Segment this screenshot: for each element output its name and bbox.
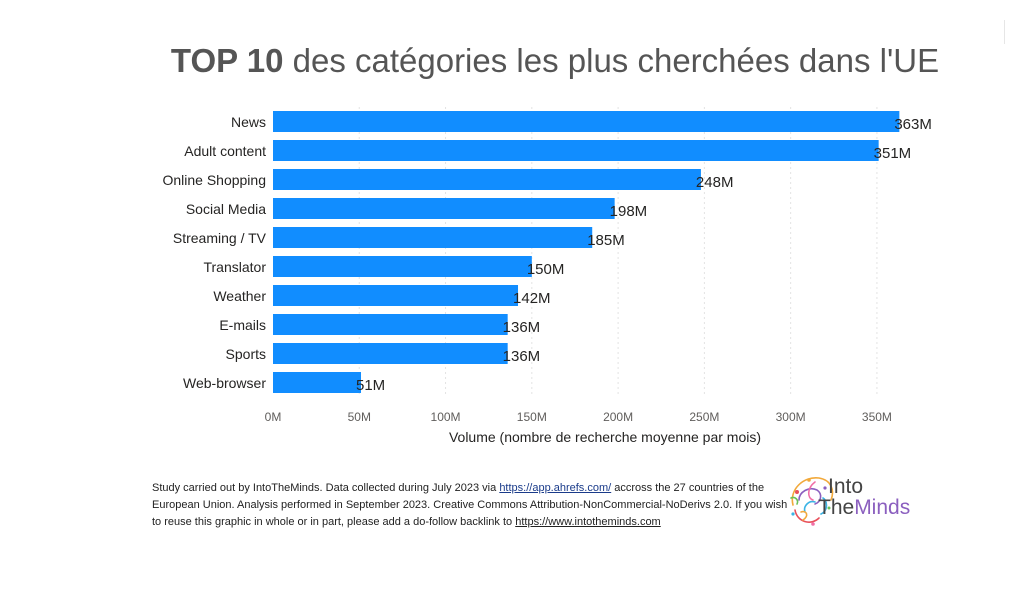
data-label-7: 136M — [503, 319, 541, 336]
data-label-3: 198M — [610, 203, 648, 220]
category-label-0: News — [231, 114, 266, 130]
category-label-7: E-mails — [219, 317, 266, 333]
category-label-3: Social Media — [186, 201, 266, 217]
bar-1 — [273, 140, 879, 161]
logo-line-2: TheMinds — [818, 497, 958, 518]
x-tick-label-7: 350M — [862, 410, 892, 424]
x-tick-label-5: 250M — [689, 410, 719, 424]
intotheminds-logo-icon — [790, 477, 834, 526]
x-axis-title: Volume (nombre de recherche moyenne par … — [449, 429, 761, 445]
category-label-6: Weather — [213, 288, 266, 304]
logo-wordmark: Into TheMinds — [818, 476, 958, 518]
ahrefs-link[interactable]: https://app.ahrefs.com/ — [499, 482, 612, 494]
category-label-4: Streaming / TV — [173, 230, 267, 246]
logo-line-1: Into — [828, 475, 864, 498]
x-tick-label-2: 100M — [431, 410, 461, 424]
data-label-1: 351M — [874, 145, 912, 162]
bar-4 — [273, 227, 593, 248]
data-label-2: 248M — [696, 174, 734, 191]
footer-text-1: Study carried out by IntoTheMinds. Data … — [152, 482, 500, 494]
edge-divider — [1004, 20, 1005, 44]
data-label-9: 51M — [356, 377, 385, 394]
footer-note: Study carried out by IntoTheMinds. Data … — [152, 480, 792, 531]
chart-title-rest: des catégories les plus cherchées dans l… — [292, 42, 940, 79]
x-tick-label-6: 300M — [776, 410, 806, 424]
data-label-4: 185M — [587, 232, 625, 249]
data-label-6: 142M — [513, 290, 551, 307]
category-label-2: Online Shopping — [162, 172, 266, 188]
x-tick-label-4: 200M — [603, 410, 633, 424]
bar-chart: News 363M Adult content 351M Online Shopping… — [162, 107, 932, 445]
bar-3 — [273, 198, 615, 219]
logo-line-2-b: Minds — [854, 496, 911, 519]
x-tick-label-1: 50M — [348, 410, 371, 424]
chart-title-bold: TOP 10 — [170, 42, 284, 79]
bar-7 — [273, 314, 508, 335]
data-label-0: 363M — [894, 116, 932, 133]
data-label-5: 150M — [527, 261, 565, 278]
category-label-9: Web-browser — [183, 375, 266, 391]
data-label-8: 136M — [503, 348, 541, 365]
bar-8 — [273, 343, 508, 364]
bar-6 — [273, 285, 519, 306]
x-tick-label-0: 0M — [265, 410, 282, 424]
bar-0 — [273, 111, 900, 132]
x-tick-label-3: 150M — [517, 410, 547, 424]
footer-text-2: accross the 27 countries of the European… — [152, 482, 788, 528]
bar-5 — [273, 256, 532, 277]
category-label-1: Adult content — [184, 143, 266, 159]
category-label-5: Translator — [203, 259, 266, 275]
bar-9 — [273, 372, 362, 393]
category-label-8: Sports — [226, 346, 266, 362]
intotheminds-link[interactable]: https://www.intotheminds.com — [515, 516, 661, 528]
chart-title: TOP 10 des catégories les plus cherchées… — [140, 42, 970, 80]
logo-line-2-a: The — [818, 496, 855, 519]
bar-2 — [273, 169, 701, 190]
